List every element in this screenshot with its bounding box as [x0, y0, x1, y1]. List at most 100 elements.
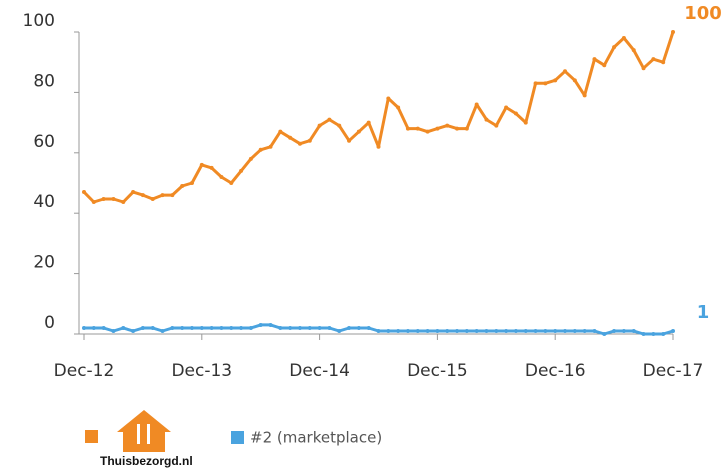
data-point — [582, 93, 587, 98]
data-point — [376, 144, 381, 149]
data-point — [671, 328, 675, 333]
data-point — [602, 332, 607, 336]
data-point — [327, 325, 332, 330]
data-point — [347, 325, 352, 330]
logo-icon — [117, 410, 171, 452]
legend-swatch — [85, 430, 98, 443]
data-point — [278, 325, 283, 330]
data-point — [405, 328, 410, 333]
data-point — [209, 325, 214, 330]
x-tick-label: Dec-14 — [289, 361, 350, 381]
data-point — [82, 325, 86, 330]
data-point — [170, 193, 175, 198]
data-point — [140, 193, 145, 198]
data-point — [337, 123, 342, 128]
data-point — [533, 81, 538, 86]
series-line — [82, 31, 675, 204]
data-point — [180, 325, 185, 330]
data-point — [621, 36, 626, 41]
y-tick-label: 100 — [23, 11, 55, 31]
data-point — [651, 57, 656, 62]
data-point — [641, 332, 646, 336]
data-point — [612, 45, 617, 50]
data-point — [131, 328, 136, 333]
data-point — [592, 328, 597, 333]
data-point — [288, 325, 293, 330]
x-tick-label: Dec-12 — [54, 361, 115, 381]
data-point — [121, 200, 126, 205]
data-point — [376, 328, 381, 333]
data-point — [248, 325, 253, 330]
data-point — [405, 126, 410, 131]
data-point — [543, 328, 548, 333]
data-point — [297, 141, 302, 146]
data-point — [189, 181, 194, 185]
data-point — [582, 328, 587, 333]
data-point — [464, 328, 469, 333]
data-point — [317, 123, 322, 128]
end-value-label: 1 — [697, 302, 710, 323]
data-point — [258, 147, 263, 152]
data-point — [199, 325, 204, 330]
data-point — [671, 30, 675, 34]
data-point — [160, 193, 165, 198]
data-point — [111, 197, 116, 202]
data-point — [563, 328, 568, 333]
data-point — [82, 190, 86, 195]
data-point — [248, 156, 253, 161]
data-point — [288, 135, 293, 140]
data-point — [455, 328, 460, 333]
data-point — [307, 325, 312, 330]
data-point — [415, 328, 420, 333]
end-value-label: 100 — [684, 3, 722, 24]
data-point — [494, 328, 499, 333]
data-point — [631, 48, 636, 53]
data-point — [386, 328, 391, 333]
data-point — [445, 328, 450, 333]
data-point — [425, 129, 430, 134]
data-point — [140, 325, 145, 330]
data-point — [504, 105, 509, 110]
data-point — [101, 197, 106, 202]
x-tick-label: Dec-17 — [643, 361, 704, 381]
data-point — [317, 325, 322, 330]
data-point — [592, 57, 597, 62]
data-point — [189, 325, 194, 330]
data-point — [455, 126, 460, 131]
data-point — [180, 184, 185, 189]
data-point — [150, 197, 155, 202]
data-point — [91, 325, 96, 330]
data-point — [504, 328, 509, 333]
data-point — [464, 126, 469, 131]
data-point — [278, 129, 283, 134]
data-point — [553, 78, 558, 83]
data-point — [396, 105, 401, 110]
data-point — [494, 123, 499, 128]
data-point — [150, 325, 155, 330]
data-point — [327, 117, 332, 122]
legend-swatch — [231, 431, 244, 444]
data-point — [533, 328, 538, 333]
y-tick-label: 20 — [33, 253, 55, 273]
data-point — [415, 126, 420, 131]
data-point — [523, 120, 528, 125]
data-point — [366, 120, 371, 125]
y-tick-label: 0 — [44, 313, 55, 333]
data-point — [435, 328, 440, 333]
y-tick-label: 80 — [33, 71, 55, 91]
data-point — [523, 328, 528, 333]
data-point — [268, 322, 273, 327]
data-point — [513, 111, 518, 116]
data-point — [513, 328, 518, 333]
data-point — [170, 325, 175, 330]
data-point — [121, 325, 126, 330]
x-tick-label: Dec-13 — [171, 361, 232, 381]
data-point — [268, 144, 273, 149]
legend-label: #2 (marketplace) — [250, 429, 382, 447]
data-point — [602, 63, 607, 68]
data-point — [631, 328, 636, 333]
data-point — [661, 332, 666, 336]
data-point — [621, 328, 626, 333]
data-point — [572, 328, 577, 333]
